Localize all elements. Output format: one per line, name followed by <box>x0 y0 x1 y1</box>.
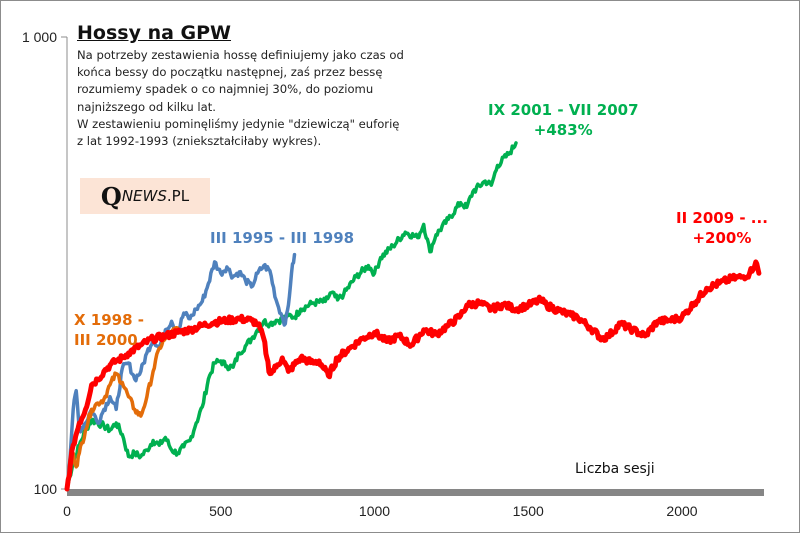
series-line-x-1998-iii-2000 <box>65 325 180 491</box>
annotation-line: X 1998 - <box>74 311 144 329</box>
x-axis-label: Liczba sesji <box>575 461 655 477</box>
chart-title: Hossy na GPW <box>77 22 232 44</box>
annotation-line: II 2009 - ... <box>676 209 768 227</box>
qnews-logo: Q NEWS.PL <box>80 178 210 214</box>
x-tick-label: 0 <box>63 503 71 519</box>
x-axis-bar <box>67 489 764 496</box>
x-tick-label: 2000 <box>666 503 697 519</box>
logo-suffix: .PL <box>166 187 190 205</box>
x-tick-label: 1000 <box>359 503 390 519</box>
description-line: z lat 1992-1993 (zniekształciłaby wykres… <box>77 134 322 149</box>
description-line: najniższego od kilku lat. <box>77 99 216 114</box>
series-line-iii-1995-iii-1998 <box>65 252 297 491</box>
series-line-ii-2009 <box>64 259 762 492</box>
x-tick-label: 500 <box>209 503 233 519</box>
description-line: Na potrzeby zestawienia hossę definiujem… <box>77 48 404 62</box>
annotation-series-orange: X 1998 - III 2000 <box>74 310 144 350</box>
y-tick-label: 100 <box>34 481 58 497</box>
logo-name: NEWS <box>121 187 167 205</box>
annotation-line: +483% <box>533 121 593 139</box>
description-line: końca bessy do początku następnej, zaś p… <box>77 65 383 80</box>
description-line: W zestawieniu pominęliśmy jedynie "dziew… <box>77 116 400 131</box>
annotation-line: III 1995 - III 1998 <box>210 229 355 247</box>
x-tick-label: 1500 <box>513 503 544 519</box>
annotation-series-blue: III 1995 - III 1998 <box>210 228 354 248</box>
title-block: Hossy na GPW Na potrzeby zestawienia hos… <box>77 22 477 150</box>
annotation-line: III 2000 <box>74 331 138 349</box>
series-layer <box>64 141 762 492</box>
annotation-line: +200% <box>692 229 752 247</box>
y-tick-label: 1 000 <box>22 29 57 45</box>
annotation-series-green: IX 2001 - VII 2007 +483% <box>488 100 639 140</box>
logo-initial: Q <box>100 181 122 211</box>
series-line-ix-2001-vii-2007 <box>65 141 518 491</box>
annotation-series-red: II 2009 - ... +200% <box>676 208 768 248</box>
annotation-line: IX 2001 - VII 2007 <box>488 101 639 119</box>
description-line: rozumiemy spadek o co najmniej 30%, do p… <box>77 82 374 97</box>
